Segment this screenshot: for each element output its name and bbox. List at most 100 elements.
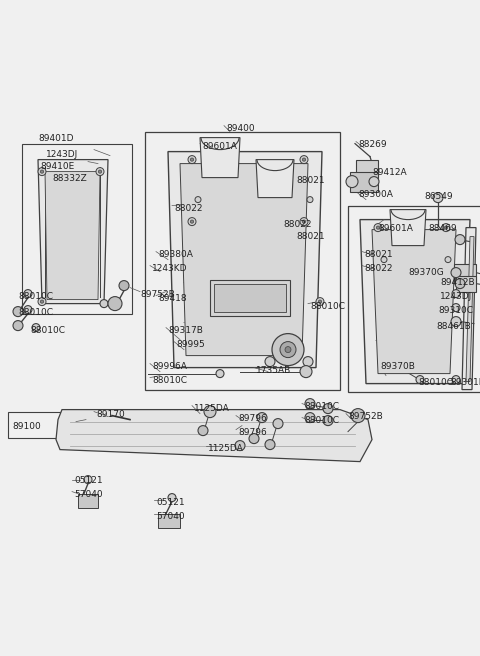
Circle shape: [302, 220, 306, 223]
Circle shape: [119, 281, 129, 291]
Circle shape: [38, 298, 46, 306]
Polygon shape: [45, 172, 100, 300]
Circle shape: [168, 493, 176, 502]
Circle shape: [323, 403, 333, 413]
Circle shape: [265, 357, 275, 367]
Text: 88021: 88021: [296, 232, 324, 241]
Circle shape: [323, 416, 333, 426]
Bar: [22, 144, 132, 314]
Text: 1735AB: 1735AB: [256, 365, 291, 375]
Circle shape: [376, 226, 380, 229]
Polygon shape: [390, 210, 426, 245]
Circle shape: [257, 413, 267, 422]
Text: 1243DJ: 1243DJ: [46, 150, 78, 159]
Circle shape: [216, 369, 224, 378]
Bar: [456, 276, 476, 292]
Bar: [210, 279, 290, 316]
Text: 1125DA: 1125DA: [194, 403, 230, 413]
Text: 88022: 88022: [283, 220, 312, 228]
Circle shape: [98, 170, 102, 173]
Circle shape: [32, 323, 40, 331]
Text: 89752B: 89752B: [348, 411, 383, 420]
Polygon shape: [256, 159, 294, 197]
Circle shape: [351, 409, 365, 422]
Text: 86549: 86549: [424, 192, 453, 201]
Circle shape: [445, 256, 451, 262]
Circle shape: [40, 300, 44, 303]
Bar: [454, 264, 476, 281]
Circle shape: [13, 306, 23, 317]
Text: 05121: 05121: [156, 498, 185, 506]
Text: 89370G: 89370G: [408, 268, 444, 277]
Circle shape: [374, 224, 382, 232]
Polygon shape: [180, 163, 308, 356]
Polygon shape: [466, 237, 474, 382]
Polygon shape: [372, 230, 456, 374]
Circle shape: [307, 197, 313, 203]
Circle shape: [452, 304, 460, 312]
Circle shape: [444, 226, 447, 229]
Circle shape: [40, 170, 44, 173]
Circle shape: [265, 440, 275, 449]
Circle shape: [204, 405, 216, 418]
Text: 89400: 89400: [226, 123, 254, 133]
Text: 89601A: 89601A: [378, 224, 413, 233]
Text: 57040: 57040: [156, 512, 185, 521]
Circle shape: [433, 193, 443, 203]
Circle shape: [369, 176, 379, 186]
Text: 89380A: 89380A: [158, 249, 193, 258]
Circle shape: [24, 289, 32, 298]
Text: 89996A: 89996A: [152, 361, 187, 371]
Circle shape: [285, 346, 291, 352]
Bar: [214, 283, 286, 312]
Text: 89310C: 89310C: [438, 306, 473, 315]
Text: 05121: 05121: [74, 476, 103, 485]
Bar: [356, 159, 378, 176]
Circle shape: [280, 342, 296, 358]
Polygon shape: [360, 220, 470, 384]
Bar: [78, 493, 98, 508]
Circle shape: [452, 289, 460, 298]
Circle shape: [318, 300, 322, 303]
Text: 88022: 88022: [364, 264, 393, 273]
Text: 89796: 89796: [238, 428, 267, 437]
Text: 88010C: 88010C: [310, 302, 345, 310]
Circle shape: [455, 235, 465, 245]
Text: 88332Z: 88332Z: [52, 174, 87, 182]
Text: 89301D: 89301D: [450, 378, 480, 386]
Polygon shape: [200, 138, 240, 178]
Circle shape: [191, 220, 193, 223]
Text: 57040: 57040: [74, 489, 103, 499]
Text: 89796: 89796: [238, 413, 267, 422]
Text: 88010C: 88010C: [418, 378, 453, 386]
Bar: [348, 205, 480, 392]
Text: 1243DJ: 1243DJ: [440, 292, 472, 300]
Text: 88021: 88021: [296, 176, 324, 184]
Circle shape: [346, 176, 358, 188]
Text: 89995: 89995: [176, 340, 205, 348]
Circle shape: [381, 256, 387, 262]
Text: 88010C: 88010C: [18, 308, 53, 317]
Circle shape: [316, 298, 324, 306]
Circle shape: [188, 218, 196, 226]
Text: 89300A: 89300A: [358, 190, 393, 199]
Bar: [158, 514, 180, 527]
Circle shape: [13, 321, 23, 331]
Text: 88010C: 88010C: [304, 401, 339, 411]
Text: 89752B: 89752B: [140, 289, 175, 298]
Circle shape: [96, 167, 104, 176]
Text: 88010C: 88010C: [152, 376, 187, 384]
Text: 88461B: 88461B: [436, 321, 471, 331]
Polygon shape: [168, 152, 322, 367]
Circle shape: [84, 476, 92, 483]
Polygon shape: [462, 228, 476, 390]
Text: 89100: 89100: [12, 422, 41, 430]
Circle shape: [235, 441, 245, 451]
Text: 89317B: 89317B: [168, 325, 203, 335]
Bar: [350, 172, 378, 192]
Circle shape: [249, 434, 259, 443]
Bar: [145, 132, 340, 390]
Text: 89401D: 89401D: [38, 134, 73, 142]
Text: 1125DA: 1125DA: [208, 443, 244, 453]
Circle shape: [303, 357, 313, 367]
